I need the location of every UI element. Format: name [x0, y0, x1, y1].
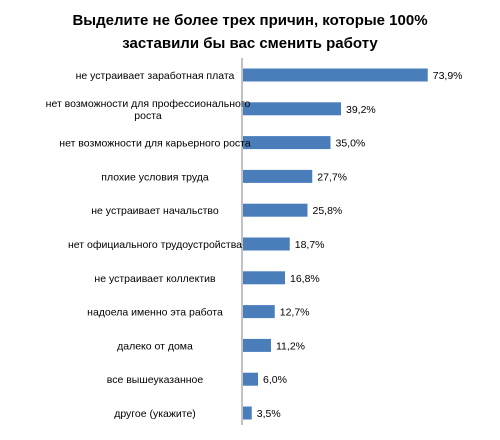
value-label-10: 3,5%: [257, 408, 281, 420]
value-label-0: 73,9%: [433, 70, 463, 82]
value-labels: 73,9% 39,2% 35,0% 27,7% 25,8% 18,7% 16,8% 12,7%…: [257, 70, 463, 420]
bar-0: [243, 68, 428, 82]
bar-10: [243, 406, 252, 420]
category-label-10-line-0: другое (укажите): [114, 408, 196, 420]
value-label-5: 18,7%: [295, 239, 325, 251]
category-label-1-line-0: нет возможности для профессионального: [46, 98, 251, 110]
category-label-7: надоела именно эта работа: [87, 307, 223, 319]
bar-2: [243, 136, 331, 150]
category-label-8: далеко от дома: [117, 340, 193, 352]
chart-title-line-1: Выделите не более трех причин, которые 1…: [72, 12, 427, 29]
bar-1: [243, 102, 341, 116]
value-label-6: 16,8%: [290, 273, 320, 285]
category-label-0-line-0: не устраивает заработная плата: [76, 70, 235, 82]
bar-9: [243, 372, 258, 386]
category-label-6-line-0: не устраивает коллектив: [94, 273, 216, 285]
value-label-8: 11,2%: [276, 340, 305, 352]
bar-5: [243, 237, 290, 251]
value-label-7: 12,7%: [280, 307, 310, 319]
bar-7: [243, 305, 275, 319]
category-label-8-line-0: далеко от дома: [117, 340, 193, 352]
value-label-3: 27,7%: [317, 171, 347, 183]
bar-4: [243, 203, 308, 217]
value-label-4: 25,8%: [313, 205, 343, 217]
category-label-5: нет официального трудоустройства: [68, 239, 242, 251]
category-labels: не устраивает заработная плата нет возмож…: [46, 70, 251, 420]
category-label-2-line-0: нет возможности для карьерного роста: [59, 138, 251, 150]
bar-8: [243, 338, 271, 352]
value-label-9: 6,0%: [263, 374, 287, 386]
value-label-2: 35,0%: [336, 138, 366, 150]
category-label-0: не устраивает заработная плата: [76, 70, 235, 82]
category-label-9: все вышеуказанное: [107, 374, 204, 386]
bar-3: [243, 169, 313, 183]
category-label-3-line-0: плохие условия труда: [101, 171, 209, 183]
chart-title: Выделите не более трех причин, которые 1…: [72, 12, 427, 52]
category-label-4-line-0: не устраивает начальство: [91, 205, 219, 217]
category-label-2: нет возможности для карьерного роста: [59, 138, 251, 150]
category-label-10: другое (укажите): [114, 408, 196, 420]
category-label-3: плохие условия труда: [101, 171, 209, 183]
category-label-5-line-0: нет официального трудоустройства: [68, 239, 242, 251]
category-label-4: не устраивает начальство: [91, 205, 219, 217]
category-label-7-line-0: надоела именно эта работа: [87, 307, 223, 319]
value-label-1: 39,2%: [346, 104, 376, 116]
chart-title-line-2: заставили бы вас сменить работу: [122, 35, 378, 52]
category-label-1: нет возможности для профессионального рос…: [46, 98, 251, 122]
category-label-6: не устраивает коллектив: [94, 273, 216, 285]
category-label-1-line-1: роста: [134, 110, 162, 122]
bars-group: [243, 68, 428, 420]
category-label-9-line-0: все вышеуказанное: [107, 374, 204, 386]
bar-6: [243, 271, 285, 285]
